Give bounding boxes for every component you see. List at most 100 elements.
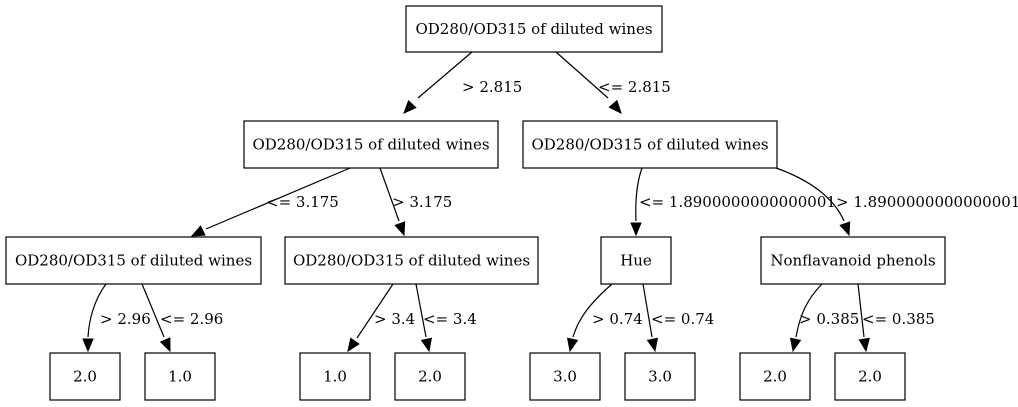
node-box	[522, 120, 778, 169]
edge-condition-label: > 2.96	[100, 310, 151, 328]
arrowhead	[646, 337, 659, 353]
edge-condition-label: > 3.4	[374, 310, 415, 328]
node-label: OD280/OD315 of diluted wines	[252, 136, 489, 154]
node-box	[299, 352, 371, 401]
tree-edge: > 2.815	[403, 51, 522, 114]
tree-edge: <= 1.8900000000000001	[630, 167, 836, 237]
leaf-node: 2.0	[49, 352, 121, 401]
leaf-node: 3.0	[529, 352, 601, 401]
node-box	[394, 352, 466, 401]
edges-layer: > 2.815 <= 2.815 <= 3.175 > 3.175 <= 1.89000…	[82, 51, 1018, 353]
tree-edge: > 2.96	[82, 283, 151, 353]
node-box	[600, 236, 672, 285]
node-label: 3.0	[648, 368, 672, 386]
leaf-node: 2.0	[834, 352, 906, 401]
node-label: 2.0	[418, 368, 442, 386]
node-label: 3.0	[553, 368, 577, 386]
edge-condition-label: <= 2.815	[598, 78, 671, 96]
edge-condition-label: > 0.74	[592, 310, 643, 328]
node-label: OD280/OD315 of diluted wines	[415, 20, 652, 38]
arrowhead	[858, 337, 870, 353]
edge-line	[417, 51, 473, 99]
node-label: 2.0	[73, 368, 97, 386]
tree-edge: <= 0.385	[857, 283, 935, 353]
node-box	[624, 352, 696, 401]
edge-condition-label: <= 2.96	[160, 310, 223, 328]
node-box	[834, 352, 906, 401]
tree-edge: > 1.8900000000000001	[775, 167, 1018, 237]
edge-condition-label: <= 1.8900000000000001	[639, 193, 836, 211]
edge-condition-label: <= 3.175	[266, 193, 339, 211]
tree-edge: <= 2.815	[555, 51, 671, 114]
edge-condition-label: <= 0.385	[862, 310, 935, 328]
arrowhead	[82, 338, 94, 353]
arrowhead	[403, 99, 417, 114]
tree-edge: <= 3.175	[190, 167, 351, 237]
nodes-layer: OD280/OD315 of diluted wines OD280/OD315 …	[5, 5, 946, 401]
edge-condition-label: > 2.815	[462, 78, 522, 96]
edge-condition-label: > 3.175	[392, 193, 452, 211]
tree-edge: > 3.4	[347, 283, 415, 353]
edge-line	[795, 283, 823, 338]
edge-condition-label: <= 0.74	[651, 310, 714, 328]
node-label: OD280/OD315 of diluted wines	[15, 252, 252, 270]
decision-node: OD280/OD315 of diluted wines	[284, 236, 539, 285]
arrowhead	[630, 222, 642, 237]
decision-node: Hue	[600, 236, 672, 285]
leaf-node: 1.0	[299, 352, 371, 401]
leaf-node: 3.0	[624, 352, 696, 401]
arrowhead	[789, 337, 802, 353]
leaf-node: 2.0	[394, 352, 466, 401]
node-box	[5, 236, 262, 285]
edge-line	[555, 51, 609, 99]
arrowhead	[394, 221, 406, 237]
edge-line	[87, 283, 107, 338]
node-label: Hue	[620, 252, 652, 270]
leaf-node: 2.0	[739, 352, 811, 401]
edge-line	[642, 283, 653, 338]
edge-line	[356, 283, 394, 339]
node-label: 2.0	[858, 368, 882, 386]
edge-line	[572, 283, 613, 338]
leaf-node: 1.0	[144, 352, 216, 401]
decision-node: OD280/OD315 of diluted wines	[5, 236, 262, 285]
decision-node: Nonflavanoid phenols	[760, 236, 946, 285]
edge-line	[141, 283, 165, 338]
node-box	[739, 352, 811, 401]
arrowhead	[159, 337, 171, 353]
node-label: OD280/OD315 of diluted wines	[531, 136, 768, 154]
edge-condition-label: <= 3.4	[423, 310, 477, 328]
edge-condition-label: > 0.385	[799, 310, 859, 328]
node-box	[284, 236, 539, 285]
node-box	[49, 352, 121, 401]
node-box	[760, 236, 946, 285]
decision-node: OD280/OD315 of diluted wines	[243, 120, 499, 169]
node-label: 1.0	[323, 368, 347, 386]
edge-line	[635, 167, 643, 222]
arrowhead	[420, 337, 433, 353]
decision-node: OD280/OD315 of diluted wines	[522, 120, 778, 169]
tree-edge: <= 0.74	[642, 283, 714, 353]
tree-edge: > 3.175	[379, 167, 452, 237]
node-label: OD280/OD315 of diluted wines	[293, 252, 530, 270]
arrowhead	[566, 337, 579, 353]
node-box	[405, 5, 663, 53]
node-label: Nonflavanoid phenols	[770, 252, 935, 270]
tree-edge: <= 2.96	[141, 283, 223, 353]
tree-edge: > 0.74	[566, 283, 643, 353]
node-label: 2.0	[763, 368, 787, 386]
edge-line	[857, 283, 865, 338]
edge-line	[415, 283, 427, 338]
edge-condition-label: > 1.8900000000000001	[836, 193, 1018, 211]
tree-edge: > 0.385	[789, 283, 859, 353]
arrowhead	[608, 99, 622, 114]
node-box	[243, 120, 499, 169]
edge-line	[379, 167, 400, 222]
tree-edge: <= 3.4	[415, 283, 477, 353]
arrowhead	[839, 221, 851, 237]
node-box	[529, 352, 601, 401]
arrowhead	[347, 337, 360, 353]
edge-line	[775, 167, 845, 222]
node-box	[144, 352, 216, 401]
